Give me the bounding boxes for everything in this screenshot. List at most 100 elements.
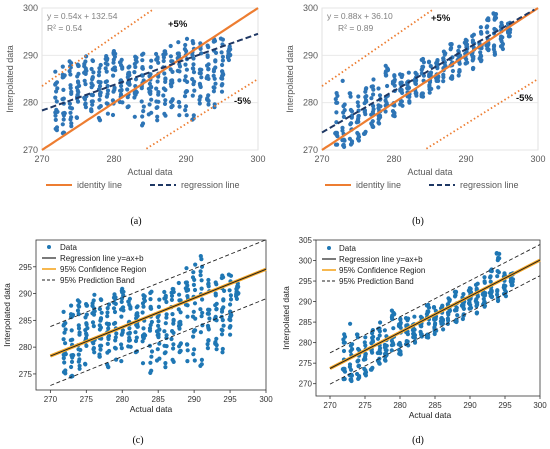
panel-a-data-point bbox=[212, 85, 217, 90]
panel-b-data-point bbox=[348, 122, 353, 127]
panel-c-data-point bbox=[84, 322, 89, 327]
panel-c-data-point bbox=[69, 359, 75, 364]
panel-a-data-point bbox=[90, 93, 95, 98]
panel-d-data-point bbox=[424, 303, 429, 308]
panel-a-data-point bbox=[191, 56, 196, 61]
panel-b-data-point bbox=[491, 47, 496, 52]
panel-a-data-point bbox=[219, 83, 224, 88]
panel-b-data-point bbox=[419, 57, 424, 63]
panel-c-data-point bbox=[141, 326, 146, 331]
panel-c-data-point bbox=[228, 314, 233, 319]
panel-a-ytick-label: 270 bbox=[23, 145, 38, 155]
panel-b-data-point bbox=[376, 120, 381, 125]
panel-a-data-point bbox=[169, 59, 174, 64]
panel-c-data-point bbox=[105, 364, 111, 369]
panel-a-data-point bbox=[132, 95, 137, 100]
panel-b-data-point bbox=[376, 103, 381, 108]
panel-d-data-point bbox=[390, 316, 395, 322]
panel-d-data-point bbox=[340, 367, 345, 372]
panel-b-data-point bbox=[356, 134, 361, 140]
panel-b-data-point bbox=[371, 92, 376, 97]
panel-a-data-point bbox=[74, 115, 80, 120]
panel-b-data-point bbox=[413, 81, 418, 86]
panel-d-data-point bbox=[495, 274, 500, 279]
panel-c-data-point bbox=[77, 332, 82, 337]
panel-a-data-point bbox=[61, 74, 66, 79]
panel-d-data-point bbox=[384, 353, 389, 358]
panel-a-data-point bbox=[83, 59, 88, 64]
panel-d-data-point bbox=[452, 308, 458, 313]
panel-d-data-point bbox=[441, 327, 446, 332]
panel-b-data-point bbox=[435, 59, 440, 64]
panel-c-data-point bbox=[163, 321, 168, 326]
panel-b-data-point bbox=[406, 85, 412, 90]
panel-a-data-point bbox=[53, 69, 58, 74]
panel-a-data-point bbox=[161, 58, 166, 64]
panel-c-data-point bbox=[170, 329, 175, 334]
panel-c-data-point bbox=[61, 309, 66, 314]
panel-d-data-point bbox=[382, 342, 387, 347]
panel-c-data-point bbox=[191, 352, 196, 357]
panel-c-data-point bbox=[99, 310, 104, 315]
panel-d-data-point bbox=[418, 314, 423, 319]
panel-d-data-point bbox=[398, 316, 403, 321]
panel-c-data-point bbox=[220, 346, 225, 352]
panel-b-data-point bbox=[399, 99, 404, 104]
panel-c-data-point bbox=[126, 299, 131, 304]
panel-c-xlabel: Actual data bbox=[130, 404, 173, 414]
panel-a-data-point bbox=[140, 65, 145, 70]
panel-a-data-point bbox=[149, 110, 154, 115]
panel-d-data-point bbox=[341, 348, 347, 354]
panel-b-identity-line bbox=[321, 7, 539, 151]
panel-c-data-point bbox=[170, 312, 175, 317]
panel-d-data-point bbox=[445, 316, 450, 321]
panel-d-data-point bbox=[432, 317, 437, 322]
panel-a-data-point bbox=[133, 57, 138, 63]
panel-a-data-point bbox=[139, 99, 144, 104]
panel-a-data-point bbox=[111, 73, 116, 78]
panel-c-data-point bbox=[183, 302, 189, 307]
panel-a-data-point bbox=[68, 105, 73, 110]
panel-d-data-point bbox=[348, 321, 353, 326]
panel-c-ytick-label: 295 bbox=[19, 263, 33, 272]
panel-b-data-point bbox=[348, 107, 353, 113]
panel-c-data-point bbox=[107, 348, 112, 354]
panel-a-data-point bbox=[220, 62, 225, 68]
panel-b-data-point bbox=[377, 93, 383, 98]
panel-c-data-point bbox=[128, 306, 133, 311]
panel-a-data-point bbox=[175, 68, 180, 73]
panel-d-xtick-label: 285 bbox=[428, 401, 442, 410]
panel-c: 270 275 280 285 290 295 300 275 280 285 290 295 Act… bbox=[2, 239, 273, 446]
panel-c-data-point bbox=[149, 319, 154, 325]
panel-d-data-point bbox=[495, 258, 500, 263]
panel-a-caption: (a) bbox=[130, 216, 141, 227]
panel-c-data-point bbox=[206, 307, 211, 312]
panel-a-data-point bbox=[53, 117, 58, 122]
panel-c-data-point bbox=[206, 277, 211, 283]
panel-a-data-point bbox=[105, 91, 110, 97]
panel-a-data-point bbox=[105, 62, 110, 67]
panel-c-ylabel: Interpolated data bbox=[2, 283, 12, 347]
panel-c-data-point bbox=[185, 359, 190, 364]
panel-a-data-point bbox=[133, 54, 138, 59]
panel-c-data-point bbox=[184, 280, 189, 285]
panel-c-data-point bbox=[113, 335, 118, 340]
panel-c-data-point bbox=[191, 334, 196, 339]
panel-c-xtick-label: 295 bbox=[223, 395, 237, 404]
panel-a-data-point bbox=[163, 98, 168, 103]
panel-d-data-point bbox=[453, 293, 458, 298]
panel-d-data-point bbox=[389, 348, 394, 353]
panel-c-data-point bbox=[206, 338, 211, 343]
panel-a-data-point bbox=[98, 62, 103, 68]
panel-a-data-point bbox=[213, 58, 218, 63]
panel-a-data-point bbox=[197, 67, 203, 72]
panel-c-data-point bbox=[76, 352, 81, 357]
panel-a-data-point bbox=[156, 60, 161, 65]
panel-d-data-point bbox=[382, 328, 387, 333]
panel-c-data-point bbox=[184, 266, 189, 271]
panel-d-data-point bbox=[355, 371, 360, 377]
panel-a-data-point bbox=[205, 63, 210, 68]
panel-a-data-point bbox=[147, 102, 152, 107]
panel-b-regression-line bbox=[321, 8, 535, 134]
